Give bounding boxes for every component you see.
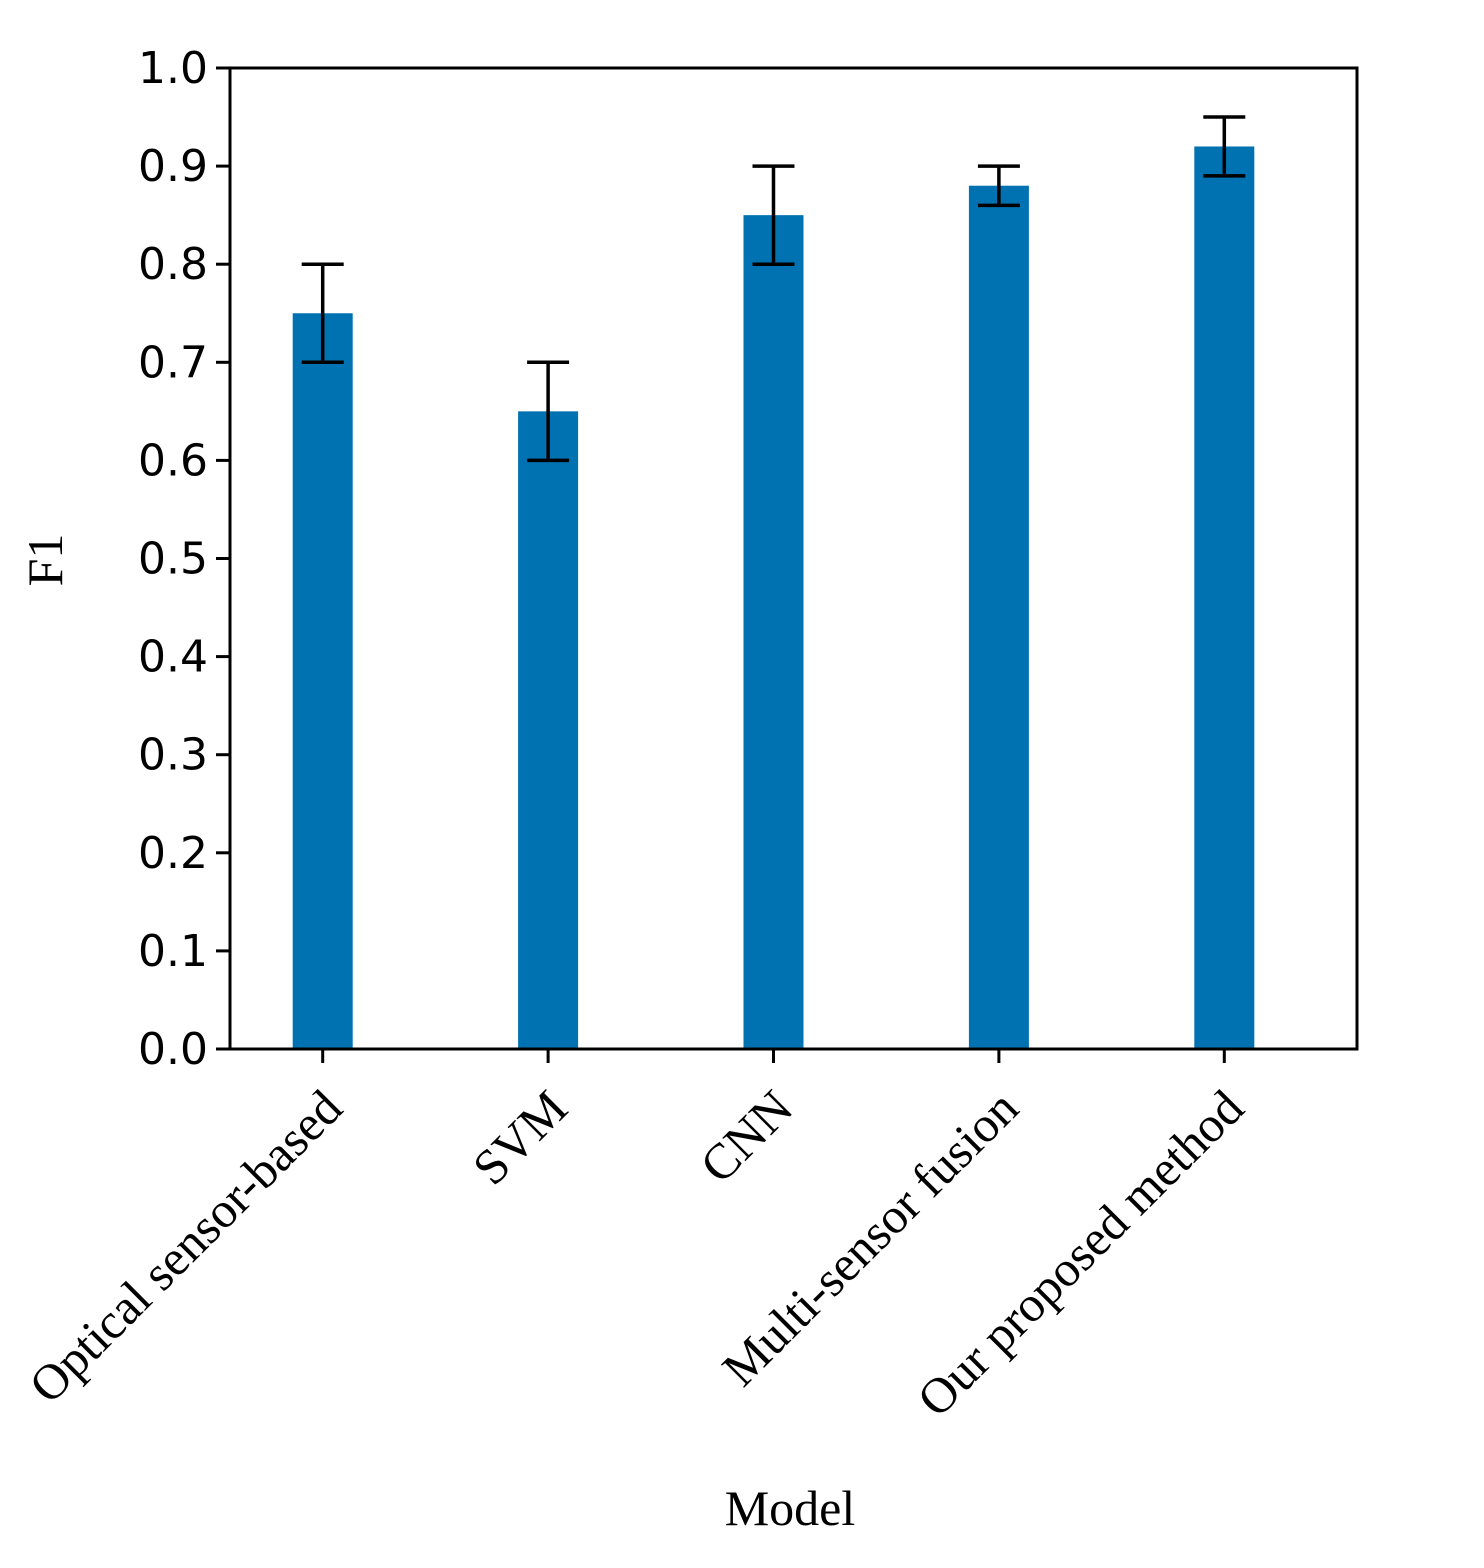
x-category-label: SVM bbox=[462, 1079, 578, 1195]
x-category-label: Optical sensor-based bbox=[18, 1079, 352, 1413]
y-tick-label: 0.3 bbox=[138, 730, 208, 781]
bar bbox=[292, 313, 353, 1049]
y-tick-label: 0.9 bbox=[138, 141, 208, 192]
bar bbox=[518, 411, 579, 1050]
bar bbox=[743, 215, 804, 1049]
x-category-label: CNN bbox=[689, 1079, 803, 1193]
y-tick-label: 0.1 bbox=[138, 926, 208, 977]
y-tick-label: 0.0 bbox=[138, 1024, 208, 1075]
bar bbox=[1194, 146, 1255, 1050]
y-axis-title: F1 bbox=[17, 534, 73, 587]
plot-area bbox=[292, 115, 1255, 1050]
y-tick-label: 0.7 bbox=[138, 337, 208, 388]
y-tick-label: 1.0 bbox=[138, 43, 208, 94]
y-tick-label: 0.5 bbox=[138, 534, 208, 585]
y-tick-label: 0.8 bbox=[138, 239, 208, 290]
y-tick-label: 0.6 bbox=[138, 435, 208, 486]
bar bbox=[968, 185, 1029, 1050]
y-axis: 0.0 0.1 0.2 0.3 0.4 0.5 0.6 0.7 0.8 0.9 1.0 bbox=[138, 43, 230, 1075]
y-tick-label: 0.2 bbox=[138, 828, 208, 879]
x-axis-title: Model bbox=[725, 1480, 856, 1536]
y-tick-label: 0.4 bbox=[138, 632, 208, 683]
